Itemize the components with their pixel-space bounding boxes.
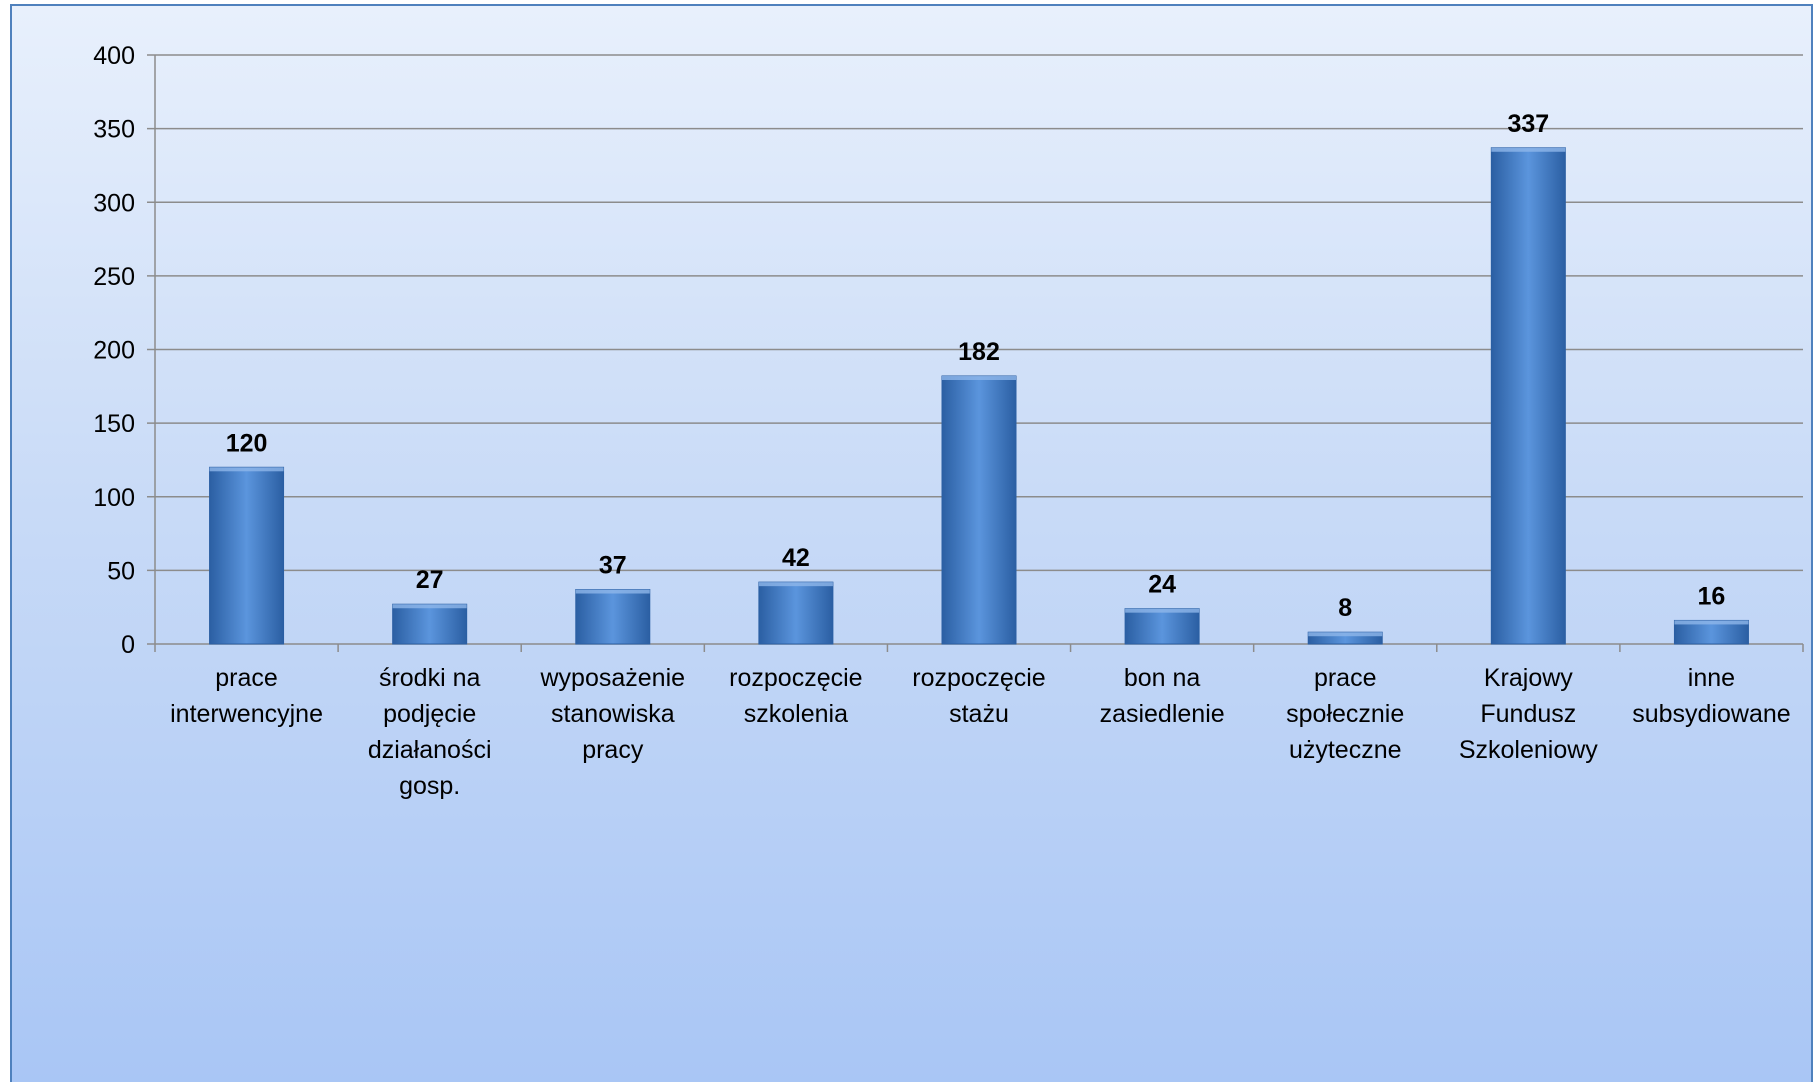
y-tick-label: 200 bbox=[93, 337, 135, 365]
data-label: 182 bbox=[958, 338, 1000, 366]
bar-highlight bbox=[758, 582, 833, 587]
category-label: Krajowy bbox=[1484, 664, 1573, 692]
data-label: 24 bbox=[1148, 571, 1176, 599]
bar bbox=[758, 581, 834, 645]
data-label: 42 bbox=[782, 544, 810, 572]
data-label: 337 bbox=[1507, 110, 1549, 138]
category-label: subsydiowane bbox=[1632, 700, 1790, 728]
bar-highlight bbox=[942, 376, 1016, 381]
bar bbox=[1490, 147, 1566, 645]
category-label: interwencyjne bbox=[170, 700, 323, 728]
bars bbox=[209, 147, 1749, 645]
category-label: działaności bbox=[368, 736, 492, 764]
bar bbox=[392, 603, 468, 645]
y-tick-label: 150 bbox=[93, 410, 135, 438]
bar bbox=[941, 375, 1017, 645]
bar-highlight bbox=[1491, 147, 1566, 152]
data-label: 16 bbox=[1698, 582, 1726, 610]
y-tick-label: 100 bbox=[93, 484, 135, 512]
data-label: 37 bbox=[599, 552, 627, 580]
data-label: 8 bbox=[1338, 594, 1352, 622]
category-label: prace bbox=[215, 664, 278, 692]
y-tick-label: 0 bbox=[121, 631, 135, 659]
category-label: inne bbox=[1688, 664, 1735, 692]
category-label: bon na bbox=[1124, 664, 1201, 692]
data-labels: 120 27 37 42 182 24 8 337 16 bbox=[226, 110, 1726, 622]
category-label: podjęcie bbox=[383, 700, 476, 728]
bar bbox=[575, 589, 651, 645]
y-tick-label: 300 bbox=[93, 189, 135, 217]
y-axis-tick-labels: 0 50 100 150 200 250 300 350 400 bbox=[93, 42, 135, 659]
category-label: wyposażenie bbox=[540, 664, 686, 692]
x-axis-category-labels: prace interwencyjne środki na podjęcie dział… bbox=[170, 664, 1791, 800]
category-label: gosp. bbox=[399, 772, 460, 800]
category-label: stanowiska bbox=[551, 700, 675, 728]
bar-highlight bbox=[209, 467, 284, 472]
y-tick-label: 350 bbox=[93, 116, 135, 144]
y-tick-label: 50 bbox=[107, 557, 135, 585]
category-label: rozpoczęcie bbox=[729, 664, 862, 692]
category-label: Szkoleniowy bbox=[1459, 736, 1598, 764]
y-tick-label: 250 bbox=[93, 263, 135, 291]
category-label: prace bbox=[1314, 664, 1377, 692]
category-label: Fundusz bbox=[1480, 700, 1576, 728]
bar bbox=[1124, 608, 1200, 645]
category-label: środki na bbox=[379, 664, 481, 692]
y-tick-label: 400 bbox=[93, 42, 135, 70]
category-label: pracy bbox=[582, 736, 644, 764]
bar-highlight bbox=[575, 589, 650, 594]
category-label: użyteczne bbox=[1289, 736, 1402, 764]
category-label: społecznie bbox=[1286, 700, 1404, 728]
bar-highlight bbox=[392, 604, 467, 609]
bar-highlight bbox=[1674, 620, 1749, 625]
data-label: 120 bbox=[226, 429, 268, 457]
category-label: stażu bbox=[949, 700, 1009, 728]
data-label: 27 bbox=[416, 566, 444, 594]
bar bbox=[209, 466, 285, 645]
category-label: rozpoczęcie bbox=[912, 664, 1045, 692]
category-label: szkolenia bbox=[744, 700, 848, 728]
bar-highlight bbox=[1125, 608, 1200, 613]
category-label: zasiedlenie bbox=[1100, 700, 1225, 728]
bar-highlight bbox=[1308, 632, 1383, 637]
